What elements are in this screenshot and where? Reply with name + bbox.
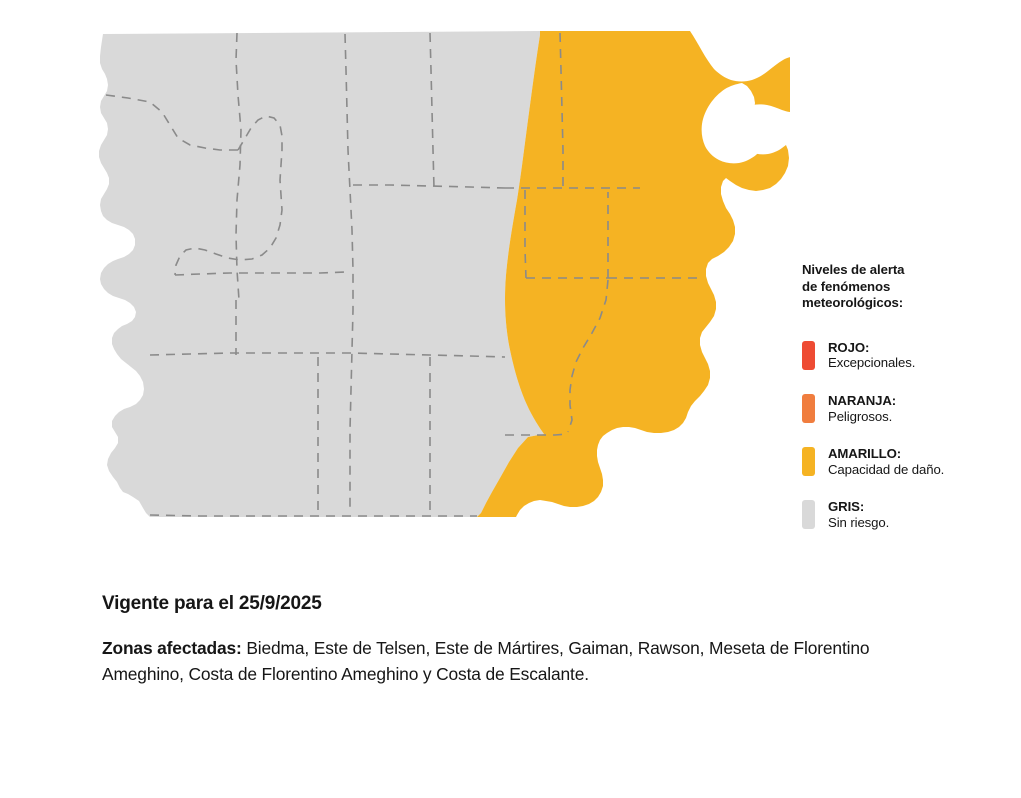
legend-title: Niveles de alerta de fenómenos meteoroló…: [802, 262, 905, 311]
boundary-lower-horizontal: [149, 352, 506, 358]
map-layer-no-risk: [99, 31, 544, 517]
legend-level-amarillo: AMARILLO:: [828, 446, 902, 462]
boundary-yellow-v1: [559, 32, 564, 186]
golfo-nuevo: [701, 83, 760, 164]
department-boundaries: [105, 32, 700, 517]
validity-date: Vigente para el 25/9/2025: [102, 593, 322, 614]
footer-info: Vigente para el 25/9/2025 Zonas afectada…: [102, 592, 912, 687]
affected-zones-value: Biedma, Este de Telsen, Este de Mártires…: [102, 638, 870, 684]
swatch-amarillo: [802, 447, 815, 477]
boundary-mid-horizontal: [174, 271, 346, 276]
legend-desc-naranja: Peligrosos.: [828, 408, 893, 424]
alert-legend: Niveles de alerta de fenómenos meteoroló…: [802, 262, 1002, 531]
legend-desc-amarillo: Capacidad de daño.: [828, 461, 945, 477]
map-svg: [99, 31, 790, 517]
legend-text-gris: GRIS: Sin riesgo.: [828, 499, 889, 530]
legend-item-amarillo: AMARILLO: Capacidad de daño.: [802, 446, 1002, 477]
boundary-upper-horizontal: [353, 184, 506, 189]
legend-item-naranja: NARANJA: Peligrosos.: [802, 393, 1002, 424]
swatch-gris: [802, 500, 815, 530]
legend-item-rojo: ROJO: Excepcionales.: [802, 340, 1002, 371]
swatch-rojo: [802, 340, 815, 370]
legend-level-rojo: ROJO:: [828, 339, 870, 355]
legend-level-naranja: NARANJA:: [828, 392, 897, 408]
province-grey-area: [99, 31, 544, 517]
swatch-naranja: [802, 393, 815, 423]
legend-level-gris: GRIS:: [828, 499, 865, 515]
affected-zones: Zonas afectadas: Biedma, Este de Telsen,…: [102, 635, 912, 687]
legend-desc-gris: Sin riesgo.: [828, 514, 890, 530]
map-layer-alert-yellow: [477, 31, 790, 517]
boundary-nw-loop-2: [174, 115, 283, 276]
golfo-san-jose: [691, 31, 788, 76]
boundary-bottom-edge: [149, 514, 477, 517]
boundary-yellow-mid-h: [505, 433, 569, 436]
boundary-vertical-west: [235, 32, 242, 301]
legend-text-rojo: ROJO: Excepcionales.: [828, 340, 915, 371]
legend-desc-rojo: Excepcionales.: [828, 355, 916, 371]
affected-zones-label: Zonas afectadas:: [102, 638, 242, 658]
boundary-yellow-v3: [567, 279, 609, 433]
alert-map: [99, 31, 790, 517]
legend-item-gris: GRIS: Sin riesgo.: [802, 499, 1002, 530]
legend-text-amarillo: AMARILLO: Capacidad de daño.: [828, 446, 944, 477]
boundary-right-box-top: [429, 32, 435, 189]
boundary-nw-loop: [105, 94, 238, 151]
legend-text-naranja: NARANJA: Peligrosos.: [828, 393, 896, 424]
